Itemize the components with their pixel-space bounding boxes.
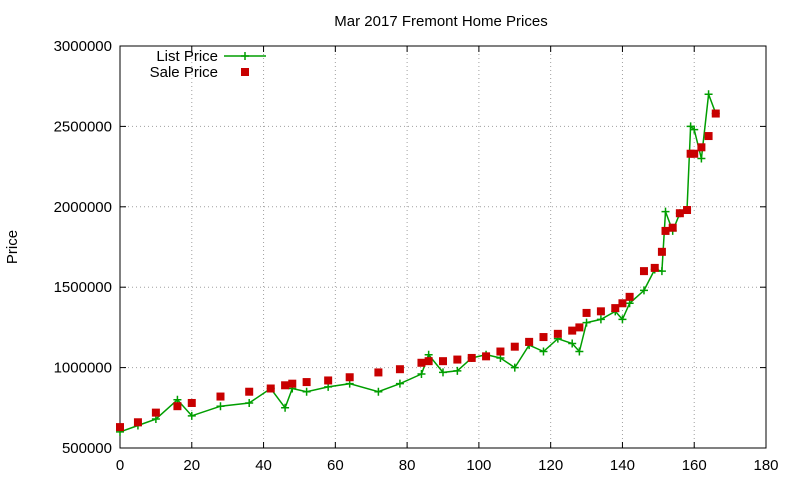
data-point-list-price (374, 387, 383, 396)
data-point-sale-price (618, 299, 627, 308)
y-tick-label: 3000000 (54, 38, 112, 55)
data-point-sale-price (496, 347, 505, 356)
data-point-list-price (395, 379, 404, 388)
y-tick-label: 1500000 (54, 279, 112, 296)
grid (120, 46, 766, 448)
data-point-sale-price (133, 418, 142, 427)
data-point-list-price (439, 368, 447, 377)
data-point-list-price (596, 315, 605, 324)
data-point-sale-price (697, 143, 706, 152)
data-point-list-price (216, 402, 225, 411)
data-point-sale-price (704, 132, 713, 141)
data-point-sale-price (302, 378, 311, 387)
data-point-list-price (187, 411, 196, 420)
y-tick-label: 500000 (62, 440, 112, 457)
data-point-list-price (657, 267, 666, 276)
data-point-sale-price (245, 387, 254, 396)
data-point-sale-price (424, 357, 433, 366)
data-point-sale-price (116, 423, 124, 432)
data-point-sale-price (568, 326, 577, 335)
y-tick-label: 2000000 (54, 199, 112, 216)
data-point-sale-price (657, 247, 666, 256)
data-point-sale-price (661, 226, 670, 235)
data-point-list-price (618, 315, 627, 324)
legend-marker-sale-price (241, 68, 249, 76)
data-point-sale-price (187, 398, 196, 407)
data-point-sale-price (596, 307, 605, 316)
x-tick-label: 80 (399, 457, 416, 474)
series-layer (116, 90, 720, 436)
x-tick-label: 20 (183, 457, 200, 474)
data-point-sale-price (711, 109, 720, 118)
data-point-sale-price (151, 408, 160, 417)
data-point-sale-price (467, 353, 476, 362)
data-point-sale-price (288, 379, 297, 388)
y-tick-label: 1000000 (54, 360, 112, 377)
data-point-sale-price (611, 304, 620, 313)
x-tick-label: 0 (116, 457, 124, 474)
data-point-list-price (453, 366, 462, 375)
legend-marker-list-price (241, 52, 249, 60)
data-point-sale-price (173, 402, 182, 411)
data-point-sale-price (439, 357, 447, 366)
series-line-list-price (119, 93, 717, 433)
data-point-list-price (245, 398, 254, 407)
data-point-sale-price (453, 355, 462, 364)
data-point-sale-price (625, 292, 634, 301)
legend: List Price Sale Price (150, 48, 266, 81)
data-point-sale-price (553, 329, 562, 338)
x-tick-label: 40 (255, 457, 272, 474)
data-point-sale-price (510, 342, 519, 351)
data-point-list-price (697, 154, 706, 163)
data-point-list-price (704, 90, 713, 99)
chart-title: Mar 2017 Fremont Home Prices (334, 13, 547, 30)
x-tick-label: 160 (682, 457, 707, 474)
data-point-list-price (639, 286, 648, 295)
data-point-sale-price (266, 384, 275, 393)
data-point-sale-price (417, 358, 426, 367)
legend-label-sale-price: Sale Price (150, 64, 218, 81)
data-point-sale-price (525, 337, 534, 346)
data-point-sale-price (395, 365, 404, 374)
data-point-list-price (661, 207, 670, 216)
data-point-sale-price (582, 308, 591, 317)
data-point-list-price (568, 339, 577, 348)
data-point-list-price (417, 370, 426, 379)
x-tick-label: 60 (327, 457, 344, 474)
data-point-sale-price (539, 333, 548, 342)
plot-frame (119, 45, 767, 449)
axes: 0 20 40 60 80 100 120 140 160 180 500000 1000000 150… (54, 38, 779, 474)
data-point-sale-price (324, 376, 333, 385)
data-point-sale-price (675, 209, 684, 218)
data-point-list-price (302, 387, 311, 396)
data-point-list-price (582, 318, 591, 327)
x-tick-label: 120 (538, 457, 563, 474)
data-point-sale-price (668, 223, 677, 232)
data-point-list-price (690, 125, 699, 134)
x-tick-label: 180 (753, 457, 778, 474)
data-point-sale-price (345, 373, 354, 382)
data-point-sale-price (639, 267, 648, 276)
data-point-sale-price (650, 263, 659, 272)
data-point-sale-price (683, 206, 692, 215)
data-point-sale-price (216, 392, 225, 401)
x-tick-label: 140 (610, 457, 635, 474)
x-tick-label: 100 (466, 457, 491, 474)
data-point-sale-price (690, 149, 699, 158)
data-point-sale-price (482, 352, 491, 361)
data-point-sale-price (575, 323, 584, 332)
data-point-list-price (575, 347, 584, 356)
y-tick-label: 2500000 (54, 118, 112, 135)
legend-label-list-price: List Price (156, 48, 218, 65)
data-point-sale-price (281, 381, 290, 390)
data-point-list-price (281, 403, 290, 412)
data-point-sale-price (374, 368, 383, 377)
y-axis-label: Price (4, 230, 21, 264)
data-point-list-price (539, 347, 548, 356)
data-point-list-price (510, 363, 519, 372)
